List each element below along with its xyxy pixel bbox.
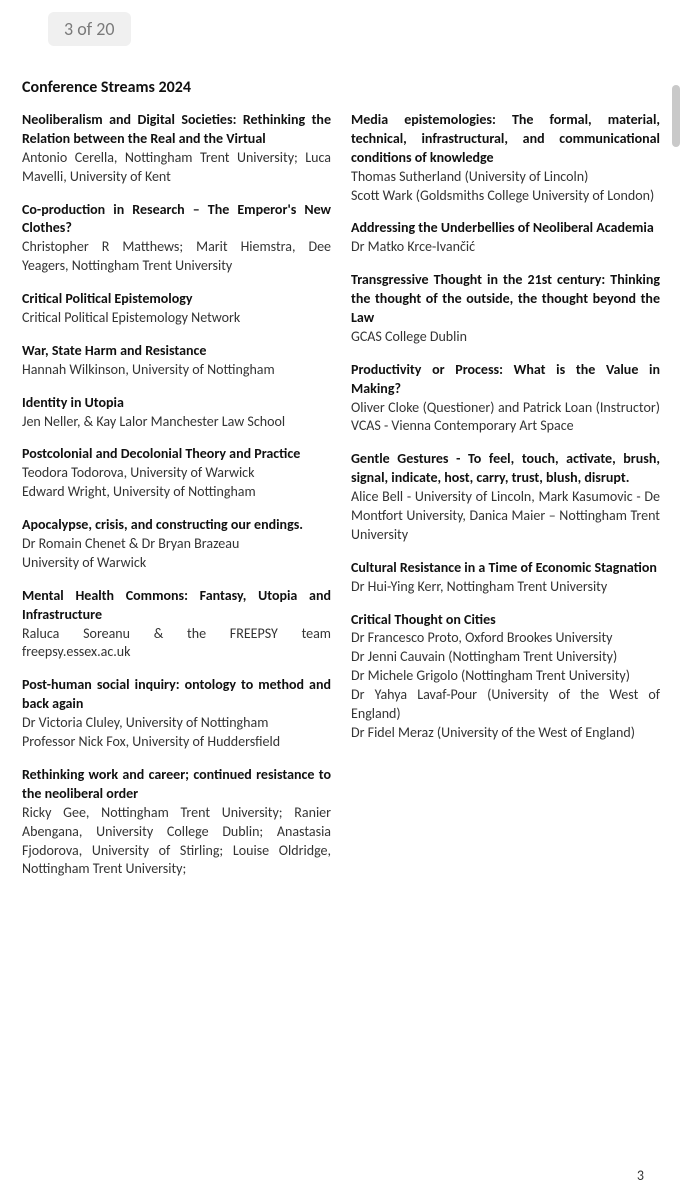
stream-item: Co-production in Research – The Emperor'… bbox=[22, 201, 331, 277]
stream-people: Alice Bell - University of Lincoln, Mark… bbox=[351, 488, 660, 545]
stream-people: Dr Matko Krce-Ivančić bbox=[351, 238, 660, 257]
stream-item: Critical Thought on CitiesDr Francesco P… bbox=[351, 611, 660, 743]
stream-people: Hannah Wilkinson, University of Nottingh… bbox=[22, 361, 331, 380]
stream-people: Jen Neller, & Kay Lalor Manchester Law S… bbox=[22, 413, 331, 432]
stream-title: Co-production in Research – The Emperor'… bbox=[22, 201, 331, 239]
stream-item: Media epistemologies: The formal, materi… bbox=[351, 111, 660, 205]
stream-title: Critical Political Epistemology bbox=[22, 290, 331, 309]
stream-item: War, State Harm and ResistanceHannah Wil… bbox=[22, 342, 331, 380]
stream-item: Transgressive Thought in the 21st centur… bbox=[351, 271, 660, 347]
stream-title: Post-human social inquiry: ontology to m… bbox=[22, 676, 331, 714]
stream-title: Gentle Gestures - To feel, touch, activa… bbox=[351, 450, 660, 488]
stream-title: Apocalypse, crisis, and constructing our… bbox=[22, 516, 331, 535]
stream-people: Antonio Cerella, Nottingham Trent Univer… bbox=[22, 149, 331, 187]
stream-people: Oliver Cloke (Questioner) and Patrick Lo… bbox=[351, 399, 660, 437]
stream-title: Mental Health Commons: Fantasy, Utopia a… bbox=[22, 587, 331, 625]
stream-title: Rethinking work and career; continued re… bbox=[22, 766, 331, 804]
stream-people: Dr Francesco Proto, Oxford Brookes Unive… bbox=[351, 629, 660, 742]
stream-title: Critical Thought on Cities bbox=[351, 611, 660, 630]
stream-title: Transgressive Thought in the 21st centur… bbox=[351, 271, 660, 328]
stream-item: Mental Health Commons: Fantasy, Utopia a… bbox=[22, 587, 331, 663]
stream-people: Christopher R Matthews; Marit Hiemstra, … bbox=[22, 238, 331, 276]
stream-item: Cultural Resistance in a Time of Economi… bbox=[351, 559, 660, 597]
document-page: Conference Streams 2024 Neoliberalism an… bbox=[18, 78, 664, 1190]
stream-title: Postcolonial and Decolonial Theory and P… bbox=[22, 445, 331, 464]
stream-item: Neoliberalism and Digital Societies: Ret… bbox=[22, 111, 331, 187]
stream-people: Dr Hui-Ying Kerr, Nottingham Trent Unive… bbox=[351, 578, 660, 597]
stream-item: Identity in UtopiaJen Neller, & Kay Lalo… bbox=[22, 394, 331, 432]
stream-item: Addressing the Underbellies of Neolibera… bbox=[351, 219, 660, 257]
stream-item: Critical Political EpistemologyCritical … bbox=[22, 290, 331, 328]
stream-title: Productivity or Process: What is the Val… bbox=[351, 361, 660, 399]
stream-people: Teodora Todorova, University of Warwick … bbox=[22, 464, 331, 502]
stream-title: Addressing the Underbellies of Neolibera… bbox=[351, 219, 660, 238]
stream-title: War, State Harm and Resistance bbox=[22, 342, 331, 361]
stream-people: Dr Victoria Cluley, University of Nottin… bbox=[22, 714, 331, 752]
scrollbar-thumb[interactable] bbox=[672, 85, 680, 147]
right-column: Media epistemologies: The formal, materi… bbox=[351, 111, 660, 893]
page-number: 3 bbox=[637, 1167, 644, 1184]
stream-title: Cultural Resistance in a Time of Economi… bbox=[351, 559, 660, 578]
left-column: Neoliberalism and Digital Societies: Ret… bbox=[22, 111, 331, 893]
stream-item: Gentle Gestures - To feel, touch, activa… bbox=[351, 450, 660, 544]
stream-people: GCAS College Dublin bbox=[351, 328, 660, 347]
stream-item: Productivity or Process: What is the Val… bbox=[351, 361, 660, 437]
stream-people: Thomas Sutherland (University of Lincoln… bbox=[351, 168, 660, 206]
stream-item: Rethinking work and career; continued re… bbox=[22, 766, 331, 879]
streams-columns: Neoliberalism and Digital Societies: Ret… bbox=[22, 111, 660, 893]
stream-title: Identity in Utopia bbox=[22, 394, 331, 413]
stream-people: Ricky Gee, Nottingham Trent University; … bbox=[22, 804, 331, 880]
page-indicator[interactable]: 3 of 20 bbox=[48, 12, 131, 46]
stream-people: Raluca Soreanu & the FREEPSY team freeps… bbox=[22, 625, 331, 663]
page-title: Conference Streams 2024 bbox=[22, 78, 660, 97]
stream-people: Dr Romain Chenet & Dr Bryan Brazeau Univ… bbox=[22, 535, 331, 573]
stream-title: Neoliberalism and Digital Societies: Ret… bbox=[22, 111, 331, 149]
stream-item: Postcolonial and Decolonial Theory and P… bbox=[22, 445, 331, 502]
stream-item: Post-human social inquiry: ontology to m… bbox=[22, 676, 331, 752]
stream-people: Critical Political Epistemology Network bbox=[22, 309, 331, 328]
page-indicator-label: 3 of 20 bbox=[64, 18, 115, 40]
stream-item: Apocalypse, crisis, and constructing our… bbox=[22, 516, 331, 573]
stream-title: Media epistemologies: The formal, materi… bbox=[351, 111, 660, 168]
